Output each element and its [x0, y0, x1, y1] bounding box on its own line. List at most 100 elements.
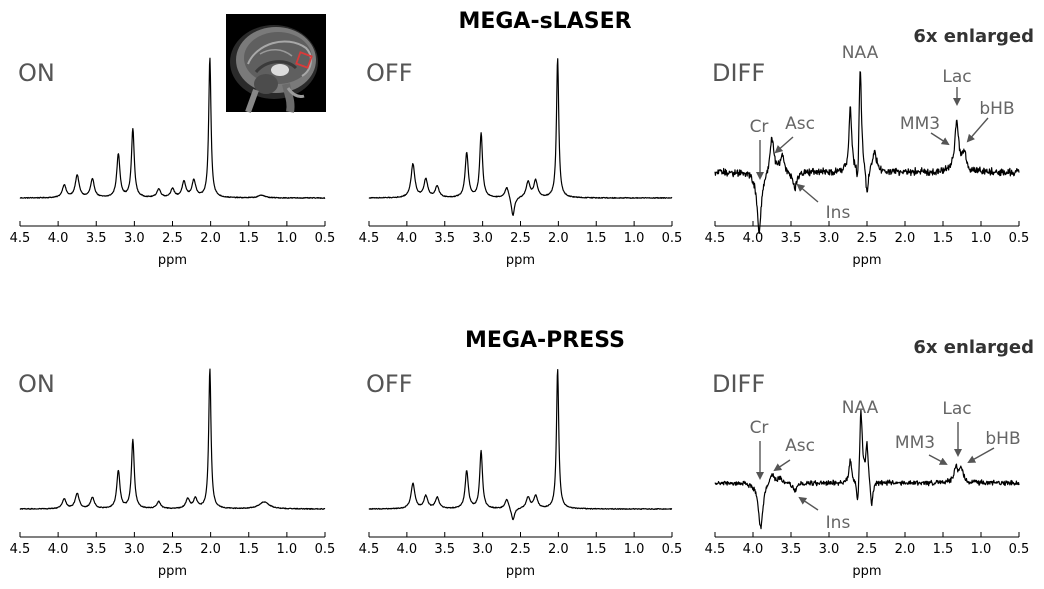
x-tick-label: 2.5: [510, 231, 531, 246]
annotation-label-asc: Asc: [785, 436, 815, 456]
annotation-arrow-bhb: [967, 447, 995, 463]
x-axis-label: ppm: [158, 564, 187, 579]
roi-voxel-box: [295, 51, 313, 69]
x-tick-label: 2.5: [857, 231, 878, 246]
x-tick-label: 3.0: [819, 542, 840, 557]
x-tick-label: 4.0: [397, 231, 418, 246]
x-tick-label: 0.5: [315, 231, 336, 246]
chart-panel-off-slaser: 4.5 4.0 3.5 3.0 2.5 2.0 1.5 1.0 0.5 ppm: [359, 58, 683, 268]
x-tick-label: 1.0: [277, 231, 298, 246]
x-tick-label: 4.5: [359, 542, 380, 557]
x-tick-label: 2.0: [548, 542, 569, 557]
x-tick-label: 4.5: [10, 231, 31, 246]
x-tick-label: 2.0: [200, 231, 221, 246]
x-tick-label: 3.0: [124, 542, 145, 557]
x-axis-label: ppm: [852, 564, 881, 579]
annotation-arrow-ins: [798, 496, 819, 511]
annotation-label-lac: Lac: [942, 67, 971, 87]
x-tick-label: 0.5: [315, 542, 336, 557]
x-tick-label: 4.5: [705, 231, 726, 246]
x-tick-label: 1.0: [971, 542, 992, 557]
enlarged-note-top: 6x enlarged: [913, 26, 1034, 47]
x-tick-label: 4.0: [48, 231, 69, 246]
x-tick-label: 3.5: [781, 231, 802, 246]
x-axis-label: ppm: [852, 253, 881, 268]
x-tick-label: 3.5: [86, 542, 107, 557]
annotation-label-naa: NAA: [842, 398, 879, 418]
x-axis-label: ppm: [506, 253, 535, 268]
annotation-arrow-ins: [796, 183, 819, 203]
x-tick-label: 2.0: [895, 542, 916, 557]
annotation-label-lac: Lac: [942, 399, 971, 419]
annotation-arrow-bhb: [966, 117, 989, 143]
x-tick-label: 1.5: [933, 231, 954, 246]
enlarged-note-bottom: 6x enlarged: [913, 337, 1034, 358]
spectrum-line: [19, 57, 326, 199]
chart-panel-on-slaser: 4.5 4.0 3.5 3.0 2.5 2.0 1.5 1.0 0.5 ppm: [10, 57, 336, 268]
x-tick-label: 1.5: [586, 542, 607, 557]
x-tick-label: 4.5: [359, 231, 380, 246]
x-tick-label: 0.5: [1009, 231, 1030, 246]
panel-label-off-bottom: OFF: [366, 370, 413, 398]
annotation-arrow-asc: [773, 459, 791, 472]
x-tick-label: 4.5: [705, 542, 726, 557]
x-tick-label: 4.0: [743, 542, 764, 557]
chart-panel-off-press: 4.5 4.0 3.5 3.0 2.5 2.0 1.5 1.0 0.5 ppm: [359, 368, 683, 579]
x-tick-label: 1.5: [933, 542, 954, 557]
x-tick-label: 1.0: [624, 231, 645, 246]
panel-label-on-bottom: ON: [18, 370, 55, 398]
x-tick-label: 3.5: [86, 231, 107, 246]
x-tick-label: 1.0: [277, 542, 298, 557]
spectrum-line: [368, 58, 673, 217]
x-tick-label: 4.0: [397, 542, 418, 557]
annotation-label-bhb: bHB: [979, 99, 1014, 119]
chart-panel-on-press: 4.5 4.0 3.5 3.0 2.5 2.0 1.5 1.0 0.5 ppm: [10, 368, 336, 579]
annotation-label-naa: NAA: [842, 43, 879, 63]
chart-panel-diff-press: 4.5 4.0 3.5 3.0 2.5 2.0 1.5 1.0 0.5 ppm NAA Cr Asc In…: [705, 398, 1030, 579]
x-axis-label: ppm: [506, 564, 535, 579]
spectrum-line: [714, 71, 1020, 234]
annotation-label-bhb: bHB: [985, 429, 1020, 449]
annotation-label-ins: Ins: [826, 513, 851, 533]
spectrum-line: [368, 368, 673, 521]
x-tick-label: 3.5: [781, 542, 802, 557]
section-title-mega-press: MEGA-PRESS: [465, 328, 625, 353]
x-tick-label: 4.5: [10, 542, 31, 557]
x-tick-label: 2.0: [548, 231, 569, 246]
panel-label-diff-bottom: DIFF: [712, 370, 765, 398]
x-tick-label: 3.0: [124, 231, 145, 246]
annotation-label-cr: Cr: [750, 117, 769, 137]
x-tick-label: 3.5: [434, 231, 455, 246]
annotation-arrow-mm3: [930, 132, 950, 146]
x-tick-label: 2.0: [895, 231, 916, 246]
x-tick-label: 2.5: [857, 542, 878, 557]
spectrum-line: [19, 368, 326, 510]
x-tick-label: 0.5: [662, 542, 683, 557]
x-tick-label: 3.5: [434, 542, 455, 557]
panel-label-on-top: ON: [18, 59, 55, 87]
brain-mri-sagittal-icon: [226, 14, 326, 114]
x-tick-label: 1.5: [238, 542, 259, 557]
annotation-label-mm3: MM3: [900, 114, 940, 134]
x-tick-label: 2.5: [162, 542, 183, 557]
x-tick-label: 1.0: [971, 231, 992, 246]
x-tick-label: 4.0: [743, 231, 764, 246]
panel-label-off-top: OFF: [366, 59, 413, 87]
x-tick-label: 2.5: [510, 542, 531, 557]
x-axis-label: ppm: [158, 253, 187, 268]
panel-label-diff-top: DIFF: [712, 59, 765, 87]
chart-panel-diff-slaser: 4.5 4.0 3.5 3.0 2.5 2.0 1.5 1.0 0.5 ppm NAA Cr Asc In…: [705, 43, 1030, 268]
x-tick-label: 0.5: [1009, 542, 1030, 557]
annotation-label-cr: Cr: [750, 418, 769, 438]
x-tick-label: 3.0: [472, 542, 493, 557]
x-tick-label: 1.5: [238, 231, 259, 246]
annotation-arrow-mm3: [928, 454, 948, 465]
x-tick-label: 4.0: [48, 542, 69, 557]
annotation-label-ins: Ins: [826, 203, 851, 223]
x-tick-label: 2.5: [162, 231, 183, 246]
annotation-arrow-asc: [774, 136, 794, 154]
x-tick-label: 0.5: [662, 231, 683, 246]
x-tick-label: 3.0: [819, 231, 840, 246]
annotation-label-asc: Asc: [785, 114, 815, 134]
